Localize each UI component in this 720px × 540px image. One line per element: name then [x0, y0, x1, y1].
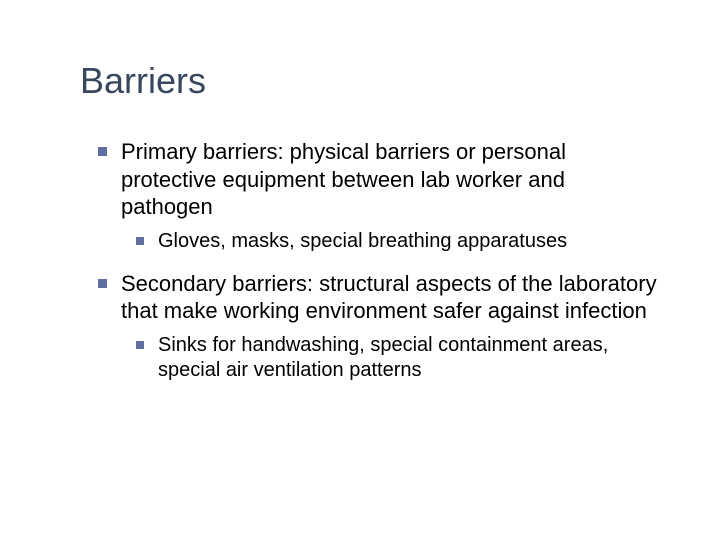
- bullet-list-level1: Secondary barriers: structural aspects o…: [98, 270, 660, 325]
- list-item-text: Sinks for handwashing, special containme…: [158, 333, 660, 383]
- list-item-text: Primary barriers: physical barriers or p…: [121, 138, 660, 221]
- list-item-text: Gloves, masks, special breathing apparat…: [158, 229, 567, 254]
- list-item: Sinks for handwashing, special containme…: [136, 333, 660, 383]
- bullet-list-level2: Sinks for handwashing, special containme…: [136, 333, 660, 383]
- list-item: Secondary barriers: structural aspects o…: [98, 270, 660, 325]
- list-item: Gloves, masks, special breathing apparat…: [136, 229, 660, 254]
- list-item: Primary barriers: physical barriers or p…: [98, 138, 660, 221]
- bullet-list-level2: Gloves, masks, special breathing apparat…: [136, 229, 660, 254]
- square-bullet-icon: [98, 147, 107, 156]
- square-bullet-icon: [136, 237, 144, 245]
- bullet-list-level1: Primary barriers: physical barriers or p…: [98, 138, 660, 221]
- list-item-text: Secondary barriers: structural aspects o…: [121, 270, 660, 325]
- square-bullet-icon: [98, 279, 107, 288]
- slide-title: Barriers: [80, 60, 660, 102]
- slide: Barriers Primary barriers: physical barr…: [0, 0, 720, 540]
- square-bullet-icon: [136, 341, 144, 349]
